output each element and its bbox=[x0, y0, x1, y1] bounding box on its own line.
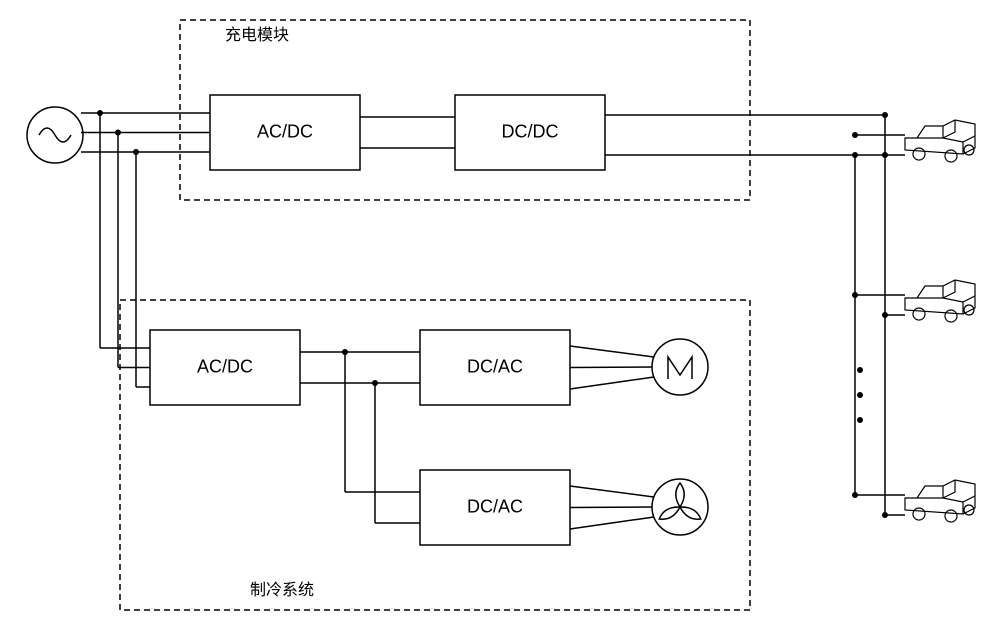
 bbox=[852, 492, 858, 498]
car-icon bbox=[905, 280, 975, 322]
ellipsis-dot bbox=[857, 417, 863, 423]
 bbox=[882, 152, 888, 158]
acdc-1-label: AC/DC bbox=[257, 121, 313, 141]
car-icon bbox=[905, 480, 975, 522]
dcac-2-label: DC/AC bbox=[467, 496, 523, 516]
 bbox=[882, 312, 888, 318]
ellipsis-dot bbox=[857, 392, 863, 398]
cooling-system-label: 制冷系统 bbox=[250, 581, 314, 599]
 bbox=[852, 292, 858, 298]
dcac-1-label: DC/AC bbox=[467, 356, 523, 376]
charging-module-label: 充电模块 bbox=[225, 26, 289, 44]
 bbox=[852, 152, 858, 158]
 bbox=[882, 112, 888, 118]
motor-icon bbox=[652, 339, 708, 395]
car-icon bbox=[905, 120, 975, 162]
acdc-2-label: AC/DC bbox=[197, 356, 253, 376]
block-diagram: 充电模块 AC/DC DC/DC 制冷系统 AC/DC DC/AC DC/AC bbox=[0, 0, 1000, 634]
 bbox=[882, 512, 888, 518]
 bbox=[852, 132, 858, 138]
dcdc-label: DC/DC bbox=[502, 121, 559, 141]
ellipsis-dot bbox=[857, 367, 863, 373]
